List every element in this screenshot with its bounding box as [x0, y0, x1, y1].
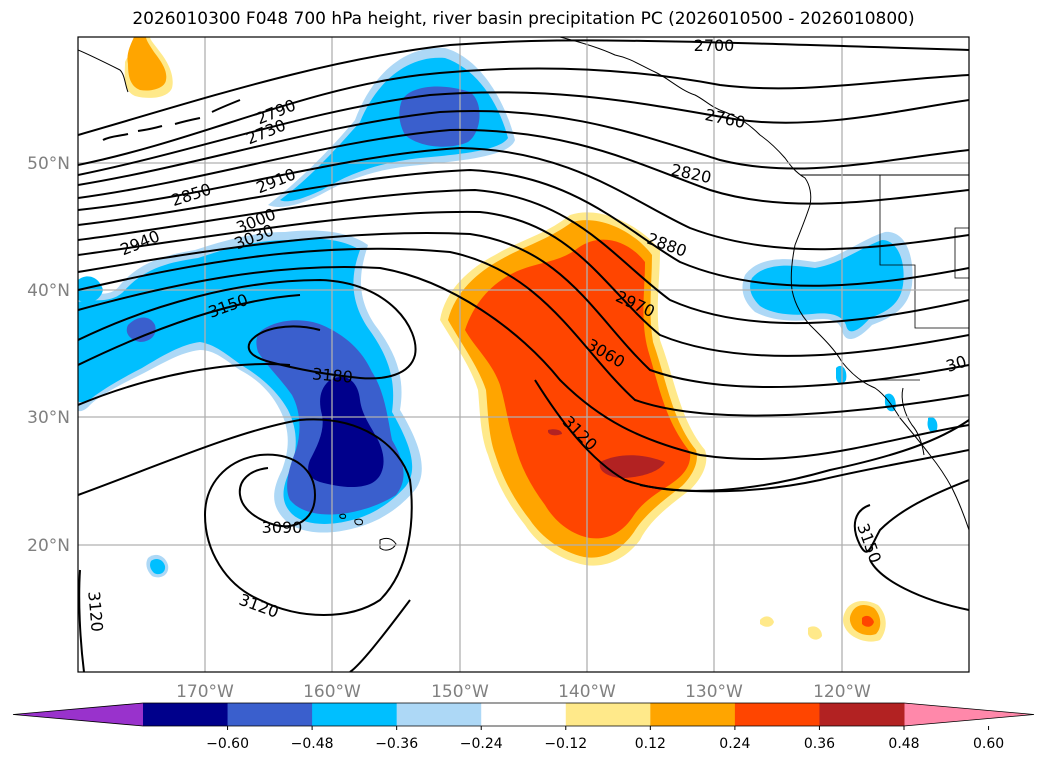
map-area: 2700 2760 2790 2730 2820 2850 2910 2880 …	[78, 36, 969, 672]
lon-label: 150°W	[431, 682, 489, 702]
colorbar-tick-label: −0.24	[460, 736, 503, 752]
lat-label: 30°N	[27, 408, 70, 428]
lon-label: 140°W	[558, 682, 616, 702]
contour-label: 3180	[311, 364, 353, 386]
colorbar-tick-label: −0.48	[291, 736, 334, 752]
lon-label: 130°W	[685, 682, 743, 702]
colorbar-segment	[565, 703, 651, 726]
contour-label: 3090	[262, 518, 303, 537]
colorbar-tick-label: −0.12	[544, 736, 587, 752]
lat-label: 20°N	[27, 536, 70, 556]
colorbar-tick-label: −0.36	[375, 736, 418, 752]
colorbar-extend-low	[13, 703, 143, 726]
lat-label: 40°N	[27, 281, 70, 301]
latitude-labels: 50°N 40°N 30°N 20°N	[27, 154, 70, 556]
colorbar-tick-label: 0.24	[719, 736, 750, 752]
colorbar-segment	[481, 703, 567, 726]
colorbar-tick-label: 0.36	[804, 736, 835, 752]
contour-label: 2700	[694, 36, 735, 55]
lon-label: 120°W	[813, 682, 871, 702]
colorbar-segment	[650, 703, 736, 726]
lat-label: 50°N	[27, 154, 70, 174]
contour-label: 3120	[84, 590, 106, 632]
colorbar-extend-high	[904, 703, 1034, 726]
colorbar-tick-label: 0.48	[888, 736, 919, 752]
colorbar: −0.60 −0.48 −0.36 −0.24 −0.12 0.12 0.24 0.36 0.4…	[12, 702, 1035, 752]
map-frame	[77, 36, 970, 673]
map-title: 2026010300 F048 700 hPa height, river ba…	[132, 9, 915, 29]
lon-label: 170°W	[176, 682, 234, 702]
colorbar-segment	[734, 703, 820, 726]
positive-anomaly-shading	[78, 37, 886, 642]
colorbar-segment	[143, 703, 229, 726]
lon-label: 160°W	[303, 682, 361, 702]
colorbar-tick-label: 0.60	[973, 736, 1004, 752]
colorbar-tick-label: −0.60	[206, 736, 249, 752]
colorbar-segment	[312, 703, 398, 726]
colorbar-outline	[12, 702, 1035, 727]
longitude-labels: 170°W 160°W 150°W 140°W 130°W 120°W	[176, 682, 871, 702]
colorbar-segment	[227, 703, 313, 726]
colorbar-tick-label: 0.12	[635, 736, 666, 752]
colorbar-segment	[819, 703, 905, 726]
height-contours	[78, 39, 969, 672]
colorbar-segment	[396, 703, 482, 726]
